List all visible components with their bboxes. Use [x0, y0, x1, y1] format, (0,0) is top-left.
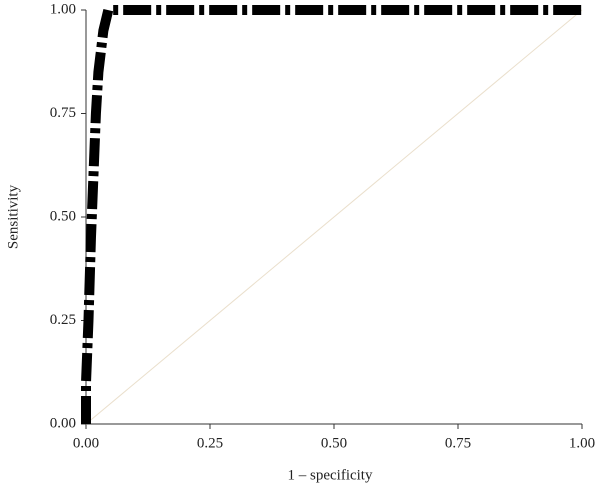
x-tick-label: 0.00: [73, 435, 99, 451]
x-axis-label: 1 – specificity: [288, 467, 373, 483]
x-tick-label: 1.00: [569, 435, 595, 451]
y-tick-label: 0.50: [50, 208, 76, 224]
y-tick-label: 1.00: [50, 1, 76, 17]
roc-curve: [81, 5, 582, 424]
y-tick-label: 0.25: [50, 312, 76, 328]
y-tick-label: 0.00: [50, 415, 76, 431]
y-tick-label: 0.75: [50, 105, 76, 121]
x-tick-label: 0.75: [445, 435, 471, 451]
x-tick-label: 0.50: [321, 435, 347, 451]
reference-line: [85, 9, 583, 425]
x-tick-label: 0.25: [197, 435, 223, 451]
y-axis-label: Sensitivity: [5, 184, 21, 249]
